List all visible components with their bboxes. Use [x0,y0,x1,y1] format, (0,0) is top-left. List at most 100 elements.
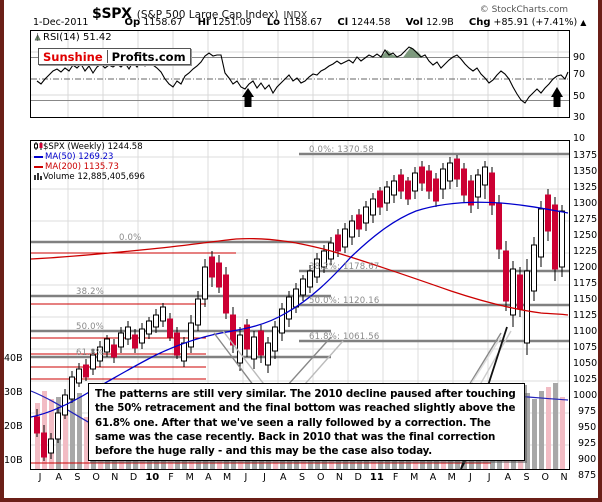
price-tick-1000: 1000 [573,390,598,401]
quote-open-label: Op [124,17,141,28]
change-up-arrow-icon: ▲ [580,18,587,27]
legend-row-ma50: MA(50) 1269.23 [34,152,145,162]
rsi-plot: RSI(14) 51.42 Sunshine Profits.com [31,31,569,117]
price-tick-1025: 1025 [573,374,598,385]
volume-tick-30b: 30B [4,387,23,398]
legend-ma50-label: MA(50) 1269.23 [45,152,114,162]
quote-open-value: 1158.67 [143,17,183,28]
rsi-arrow-marker-2 [551,87,563,107]
price-tick-1200: 1200 [573,262,598,273]
fib-label-right-382: 38.2%: 1178.67 [309,262,380,272]
price-tick-975: 975 [578,406,597,417]
price-legend: $SPX (Weekly) 1244.58 MA(50) 1269.23 MA(… [34,142,145,182]
x-axis-tick-d-17: D [354,472,362,483]
price-tick-1300: 1300 [573,198,598,209]
x-axis-tick-n-4: N [111,472,119,483]
x-axis-tick-j-23: J [469,472,472,483]
annotation-text: The patterns are still very similar. The… [95,388,516,458]
frame-border-left [0,0,4,502]
annotation-callout: The patterns are still very similar. The… [88,383,525,461]
x-axis: J A S O N D 10 F M A M J J A S O N D 11 F M A M J J A S O N [30,470,570,490]
x-axis-tick-f-7: F [168,472,174,483]
volume-tick-10b: 10B [4,455,23,466]
x-axis-tick-a-1: A [55,472,62,483]
x-axis-tick-d-5: D [129,472,138,483]
price-tick-1325: 1325 [573,182,598,193]
volume-bars-icon [34,173,42,180]
rsi-tick-70: 70 [573,69,586,80]
rsi-legend: RSI(14) 51.42 [34,32,112,43]
rsi-gridlines [31,31,569,117]
rsi-legend-label: RSI(14) 51.42 [43,32,112,43]
x-axis-tick-s-14: S [298,472,306,483]
price-tick-1150: 1150 [573,294,598,305]
fib-label-right-50: 50.0%: 1120.16 [309,296,380,306]
price-tick-1125: 1125 [573,310,598,321]
rsi-svg [31,31,569,117]
quote-change-label: Chg [468,17,491,28]
logo-profits-text: Profits.com [111,49,186,64]
x-axis-tick-j-0: J [38,472,42,483]
quote-date: 1-Dec-2011 [33,17,89,28]
chart-header: $SPX (S&P 500 Large Cap Index) INDX © St… [30,2,586,30]
logo-divider [106,50,108,63]
x-axis-tick-o-15: O [316,472,325,483]
x-axis-tick-o-3: O [92,472,100,483]
price-tick-1175: 1175 [573,278,598,289]
price-tick-1100: 1100 [573,326,598,337]
support-resistance-lines [31,252,491,464]
quote-high-label: Hi [197,17,210,28]
price-tick-1350: 1350 [573,166,598,177]
price-candlesticks [34,155,565,461]
price-tick-1225: 1225 [573,246,598,257]
price-tick-1050: 1050 [573,358,598,369]
rsi-tick-90: 90 [573,52,586,63]
x-axis-tick-m-8: M [185,472,194,483]
volume-tick-40b: 40B [4,353,23,364]
x-axis-tick-a-25: A [504,472,512,483]
x-axis-tick-n-28: N [560,472,568,483]
quote-volume-value: 12.9B [426,17,454,28]
rsi-tick-10: 10 [573,133,586,144]
x-axis-tick-j-11: J [244,472,248,483]
ma50-line [31,201,569,418]
quote-change-value: +85.91 (+7.41%) [493,17,578,28]
quote-close-value: 1244.58 [351,17,391,28]
price-tick-925: 925 [578,438,597,449]
legend-row-ma200: MA(200) 1135.73 [34,162,145,172]
x-axis-tick-a-13: A [280,472,287,483]
rsi-peak-shade-1 [381,50,399,58]
x-axis-tick-m-22: M [447,472,456,483]
legend-volume-label: Volume 12,885,405,696 [43,172,145,182]
fib-label-left-0: 0.0% [119,233,142,243]
rsi-panel: RSI(14) 51.42 Sunshine Profits.com [30,30,570,118]
volume-tick-20b: 20B [4,421,23,432]
logo-sunshine-text: Sunshine [43,49,103,64]
quote-close-label: Cl [337,17,349,28]
symbol-exchange: INDX [283,10,308,21]
legend-row-volume: Volume 12,885,405,696 [34,172,145,182]
fib-label-left-382: 38.2% [76,287,105,297]
symbol-fullname: (S&P 500 Large Cap Index) [136,9,279,21]
fib-label-left-50: 50.0% [76,322,105,332]
rsi-arrow-marker-1 [242,88,254,107]
quote-low-label: Lo [266,17,281,28]
legend-row-spx: $SPX (Weekly) 1244.58 [34,142,145,152]
symbol-ticker: $SPX [92,6,132,22]
legend-ma200-label: MA(200) 1135.73 [45,162,119,172]
x-axis-tick-o-27: O [541,472,550,483]
price-tick-1275: 1275 [573,214,598,225]
rsi-peak-shade-2 [403,47,423,58]
price-tick-1075: 1075 [573,342,598,353]
fib-label-right-0: 0.0%: 1370.58 [309,145,374,155]
x-axis-tick-m-20: M [410,472,419,483]
symbol-line: $SPX (S&P 500 Large Cap Index) INDX [92,3,307,22]
candlestick-icon [34,142,43,150]
rsi-tick-30: 30 [573,112,586,123]
x-axis-tick-j-24: J [487,472,491,483]
rsi-tick-50: 50 [573,91,586,102]
stockcharts-attribution: © StockCharts.com [479,5,568,15]
price-tick-1250: 1250 [573,230,598,241]
fib-label-left-618: 61.8% [76,348,105,358]
